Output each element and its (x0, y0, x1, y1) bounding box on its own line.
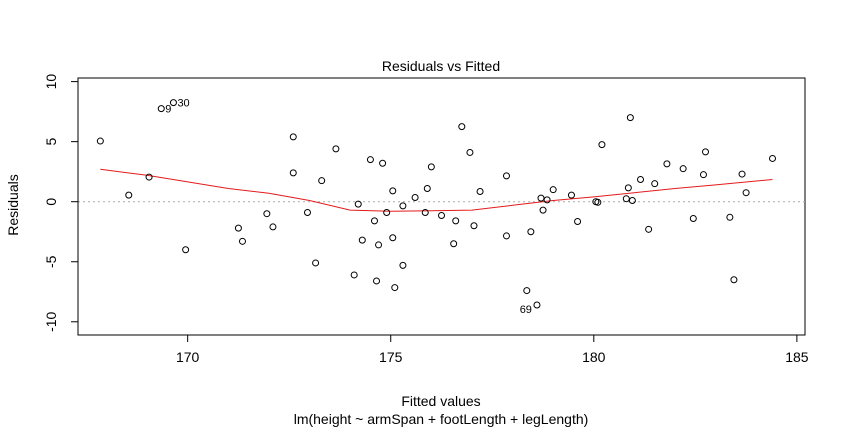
data-point (379, 159, 387, 167)
data-point (543, 196, 551, 204)
data-point (370, 217, 378, 225)
data-point (574, 218, 582, 226)
data-point (182, 246, 190, 254)
data-point (689, 215, 697, 223)
x-tick-label: 185 (785, 349, 809, 365)
data-point (537, 194, 545, 202)
data-point (269, 223, 277, 231)
data-point (399, 261, 407, 269)
data-point (624, 184, 632, 192)
data-point (458, 123, 466, 131)
data-point (452, 217, 460, 225)
data-point (383, 209, 391, 217)
point-label: 69 (520, 304, 532, 316)
data-point (567, 191, 575, 199)
data-point (450, 240, 458, 248)
data-point (742, 189, 750, 197)
data-point (234, 224, 242, 232)
data-point (312, 259, 320, 267)
data-point (289, 133, 297, 141)
x-axis-label: Fitted values (401, 393, 480, 409)
data-point (533, 301, 541, 309)
y-tick-label: 0 (43, 198, 59, 206)
data-point (539, 206, 547, 214)
data-point (263, 210, 271, 218)
data-point (96, 137, 104, 145)
data-point (375, 241, 383, 249)
data-point (169, 99, 177, 107)
data-point (628, 196, 636, 204)
data-point (637, 175, 645, 183)
data-point (358, 236, 366, 244)
data-point (470, 222, 478, 230)
data-point (391, 284, 399, 292)
data-point (157, 105, 165, 113)
data-point (679, 165, 687, 173)
data-point (389, 234, 397, 242)
data-point (423, 184, 431, 192)
data-point (699, 171, 707, 179)
data-point (730, 276, 738, 284)
plot-frame (77, 77, 806, 336)
data-point (622, 195, 630, 203)
x-axis-subtitle: lm(height ~ armSpan + footLength + legLe… (294, 411, 589, 427)
data-point (502, 232, 510, 240)
data-point (399, 202, 407, 210)
data-point (502, 172, 510, 180)
y-tick-label: -5 (43, 255, 59, 268)
data-point (701, 148, 709, 156)
data-point (373, 277, 381, 285)
smooth-line (100, 168, 773, 212)
data-point (289, 169, 297, 177)
data-point (145, 173, 153, 181)
data-point (389, 187, 397, 195)
data-point (366, 156, 374, 164)
data-point (354, 200, 362, 208)
data-point (523, 287, 531, 295)
data-point (527, 228, 535, 236)
x-tick-label: 175 (379, 349, 403, 365)
data-point (466, 148, 474, 156)
data-point (726, 213, 734, 221)
data-point (421, 209, 429, 217)
y-axis-label: Residuals (5, 174, 21, 235)
data-point (303, 209, 311, 217)
data-point (411, 193, 419, 201)
data-point (332, 145, 340, 153)
data-point (626, 114, 634, 122)
data-point (651, 180, 659, 188)
data-point (318, 177, 326, 185)
data-point (125, 191, 133, 199)
data-point (645, 225, 653, 233)
chart-title: Residuals vs Fitted (382, 58, 500, 74)
data-point (594, 198, 602, 206)
data-point (549, 186, 557, 194)
x-tick-label: 180 (582, 349, 606, 365)
data-point (427, 163, 435, 171)
x-tick-label: 170 (176, 349, 200, 365)
data-point (476, 187, 484, 195)
point-label: 9 (165, 104, 171, 116)
point-label: 30 (177, 98, 189, 110)
data-point (438, 212, 445, 220)
y-tick-label: 10 (43, 74, 59, 90)
data-point (350, 271, 358, 279)
y-tick-label: -10 (43, 311, 59, 331)
y-tick-label: 5 (43, 138, 59, 146)
data-point (598, 141, 606, 149)
data-point (238, 237, 246, 245)
data-point (738, 170, 746, 178)
data-point (663, 160, 671, 168)
data-point (769, 154, 777, 162)
